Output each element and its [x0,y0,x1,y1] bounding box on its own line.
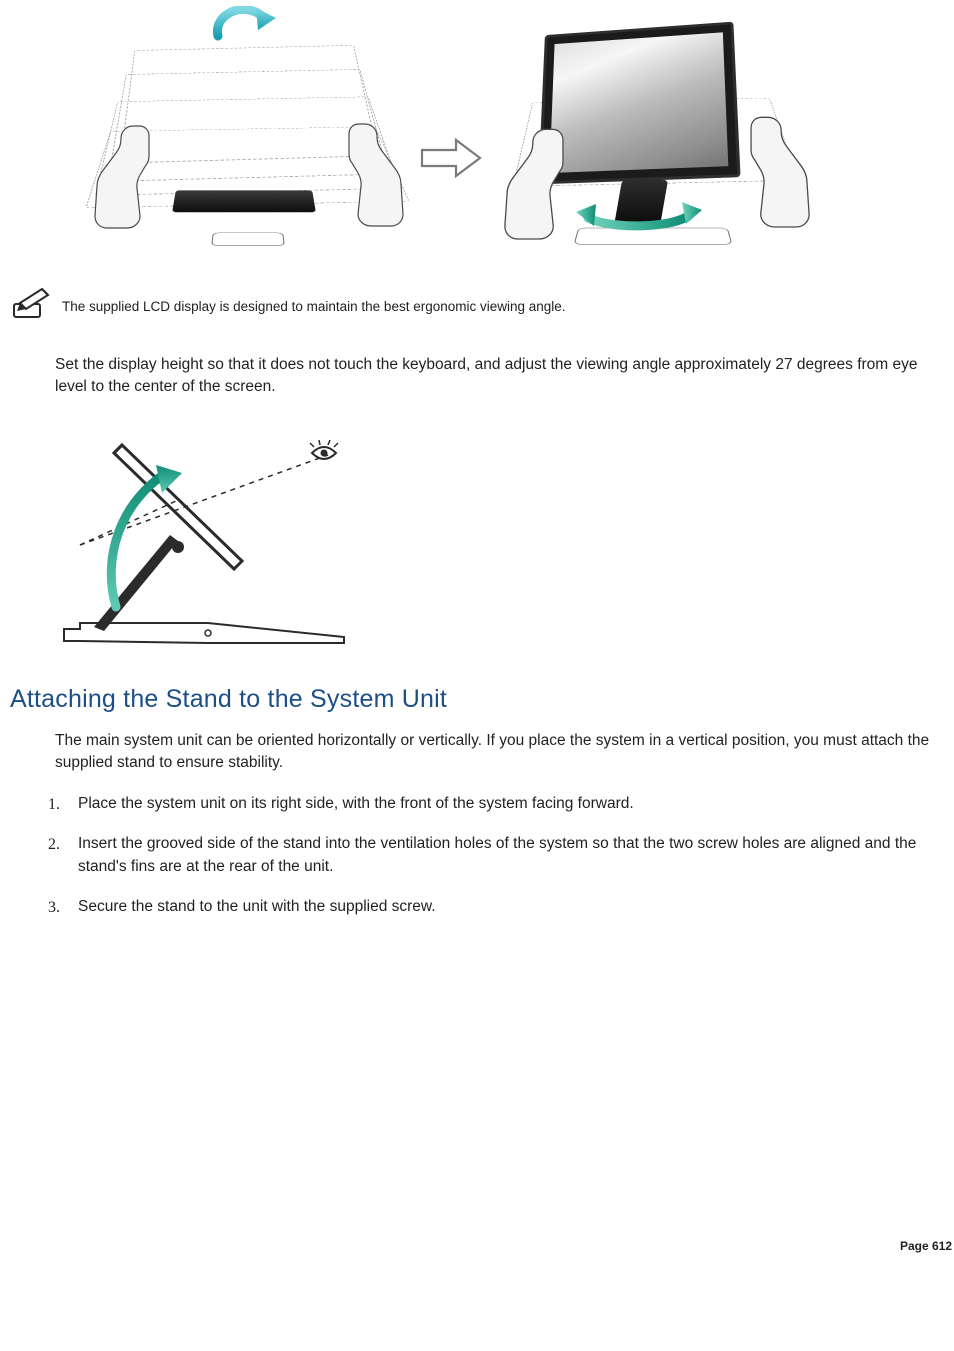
stand-foot [211,233,285,246]
page-number: Page 612 [0,1239,954,1253]
tilt-arrow-icon [210,6,280,48]
keyboard-base [172,190,316,212]
note: The supplied LCD display is designed to … [12,286,954,320]
next-step-arrow-icon [418,134,486,182]
step-item: Secure the stand to the unit with the su… [48,896,954,918]
set-height-paragraph: Set the display height so that it does n… [55,354,942,399]
hand-left-icon [80,120,166,230]
tilt-rotate-diagram [78,6,818,276]
step-item: Insert the grooved side of the stand int… [48,833,954,878]
note-text: The supplied LCD display is designed to … [62,298,566,320]
pencil-note-icon [12,286,54,320]
tilt-panel [82,10,412,260]
section-heading: Attaching the Stand to the System Unit [10,685,954,714]
steps-list: Place the system unit on its right side,… [48,793,954,919]
step-item: Place the system unit on its right side,… [48,793,954,815]
rotate-panel [498,12,814,270]
hand-right-icon [332,118,418,228]
swivel-arrow-icon [570,194,710,244]
hand-left-icon [492,122,578,242]
hand-right-icon [736,110,822,230]
section-intro: The main system unit can be oriented hor… [55,730,942,775]
side-view-diagram [58,423,348,663]
